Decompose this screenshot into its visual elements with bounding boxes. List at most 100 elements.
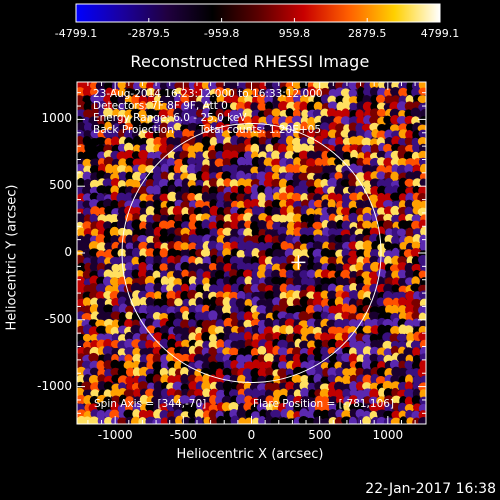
method-text: Back Projection — [93, 124, 174, 136]
heatmap-blob — [208, 310, 218, 321]
heatmap-blob — [397, 185, 407, 196]
heatmap-blob — [131, 311, 141, 323]
heatmap-blob — [300, 367, 309, 377]
heatmap-blob — [312, 241, 323, 251]
heatmap-blob — [361, 359, 373, 371]
date-stamp: 22-Jan-2017 16:38 — [365, 481, 496, 497]
heatmap-blob — [291, 115, 303, 125]
heatmap-blob — [152, 101, 162, 111]
heatmap-blob — [243, 361, 255, 371]
heatmap-blob — [116, 192, 127, 204]
heatmap-blob — [89, 165, 100, 175]
heatmap-blob — [137, 381, 149, 391]
heatmap-blob — [405, 129, 414, 140]
heatmap-blob — [139, 304, 149, 316]
heatmap-blob — [209, 276, 219, 288]
heatmap-blob — [173, 278, 183, 287]
heatmap-blob — [412, 375, 422, 384]
heatmap-blob — [221, 402, 232, 412]
heatmap-blob — [215, 381, 225, 391]
heatmap-blob — [228, 347, 239, 356]
heatmap-blob — [340, 101, 351, 112]
heatmap-blob — [117, 367, 128, 378]
heatmap-blob — [130, 416, 141, 424]
heatmap-blob — [313, 416, 322, 424]
heatmap-blob — [342, 277, 351, 288]
heatmap-blob — [104, 121, 113, 132]
heatmap-blob — [264, 268, 274, 279]
x-tick-label: -1000 — [97, 428, 133, 442]
heatmap-blob — [404, 164, 414, 174]
heatmap-blob — [327, 101, 338, 110]
heatmap-blob — [124, 347, 135, 356]
heatmap-blob — [187, 362, 197, 371]
heatmap-blob — [265, 305, 274, 316]
heatmap-blob — [236, 193, 246, 203]
heatmap-blob — [172, 205, 183, 217]
heatmap-blob — [348, 367, 358, 377]
heatmap-blob — [217, 332, 226, 341]
heatmap-blob — [399, 416, 408, 424]
heatmap-blob — [110, 388, 120, 398]
heatmap-blob — [383, 410, 394, 419]
heatmap-blob — [278, 417, 289, 424]
heatmap-blob — [174, 214, 184, 222]
heatmap-blob — [175, 415, 184, 424]
heatmap-blob — [172, 352, 184, 364]
heatmap-blob — [285, 198, 295, 209]
heatmap-blob — [390, 205, 400, 216]
heatmap-blob — [152, 172, 163, 182]
heatmap-blob — [200, 248, 211, 258]
heatmap-blob — [109, 213, 120, 223]
heatmap-blob — [228, 291, 239, 301]
heatmap-blob — [195, 117, 204, 126]
heatmap-blob — [189, 213, 198, 223]
heatmap-blob — [243, 331, 252, 342]
heatmap-blob — [256, 94, 267, 104]
heatmap-blob — [89, 179, 100, 190]
heatmap-blob — [131, 94, 141, 105]
heatmap-blob — [208, 284, 219, 294]
heatmap-blob — [279, 268, 288, 279]
heatmap-blob — [412, 347, 421, 357]
heatmap-blob — [117, 319, 127, 328]
heatmap-blob — [195, 284, 205, 295]
heatmap-blob — [391, 395, 402, 404]
heatmap-blob — [159, 263, 169, 272]
heatmap-blob — [161, 257, 170, 266]
heatmap-blob — [265, 403, 274, 412]
heatmap-blob — [264, 361, 274, 370]
heatmap-blob — [340, 179, 351, 188]
heatmap-blob — [251, 324, 261, 335]
heatmap-blob — [355, 408, 365, 419]
heatmap-blob — [411, 220, 421, 231]
heatmap-blob — [404, 101, 415, 112]
heatmap-blob — [89, 87, 98, 97]
heatmap-blob — [362, 212, 372, 223]
heatmap-blob — [292, 248, 303, 259]
heatmap-blob — [188, 256, 197, 265]
heatmap-blob — [397, 138, 407, 147]
heatmap-blob — [83, 165, 93, 174]
heatmap-blob — [285, 135, 294, 146]
heatmap-blob — [166, 95, 176, 105]
heatmap-blob — [398, 297, 407, 307]
heatmap-blob — [271, 129, 281, 140]
heatmap-blob — [265, 367, 274, 377]
heatmap-blob — [257, 241, 266, 253]
colorbar-tick-label: -4799.1 — [54, 27, 98, 40]
heatmap-blob — [96, 325, 107, 335]
heatmap-blob — [417, 207, 426, 217]
heatmap-blob — [173, 122, 182, 131]
heatmap-blob — [103, 235, 112, 244]
heatmap-blob — [196, 268, 205, 279]
heatmap-blob — [158, 109, 169, 118]
heatmap-blob — [130, 116, 141, 126]
heatmap-blob — [208, 178, 219, 188]
heatmap-blob — [384, 129, 394, 140]
heatmap-blob — [90, 297, 100, 307]
heatmap-blob — [306, 367, 317, 376]
heatmap-blob — [375, 94, 386, 104]
heatmap-blob — [279, 394, 288, 405]
heatmap-blob — [124, 192, 134, 202]
